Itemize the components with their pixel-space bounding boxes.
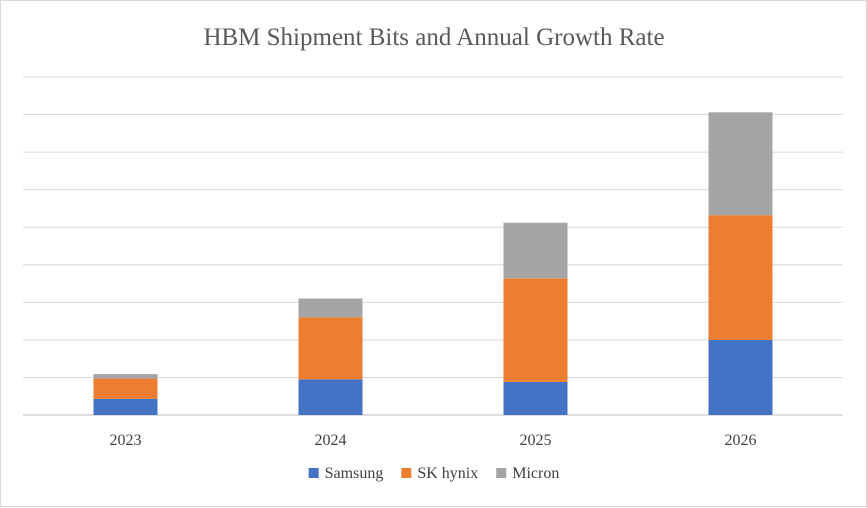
bar-micron-2025 — [503, 222, 568, 279]
legend-label-micron: Micron — [512, 465, 559, 482]
legend: Samsung SK hynix Micron — [308, 465, 559, 482]
bar-samsung-2023 — [93, 398, 158, 415]
bar-sk-hynix-2024 — [298, 317, 363, 380]
gridlines — [23, 76, 843, 416]
x-axis-tick-labels: 2023 2024 2025 2026 — [110, 432, 757, 449]
bar-micron-2024 — [298, 298, 363, 318]
bar-sk-hynix-2023 — [93, 378, 158, 399]
x-tick-label-2023: 2023 — [110, 432, 142, 449]
legend-label-sk-hynix: SK hynix — [417, 465, 478, 482]
legend-swatch-sk-hynix — [401, 468, 412, 478]
x-tick-label-2026: 2026 — [725, 432, 757, 449]
legend-swatch-samsung — [308, 468, 319, 478]
x-tick-label-2025: 2025 — [520, 432, 552, 449]
bar-sk-hynix-2025 — [503, 278, 568, 382]
bar-micron-2023 — [93, 374, 158, 379]
bar-micron-2026 — [708, 112, 773, 216]
bar-samsung-2024 — [298, 379, 363, 415]
chart-title: HBM Shipment Bits and Annual Growth Rate — [203, 24, 664, 51]
legend-label-samsung: Samsung — [325, 465, 384, 482]
bar-samsung-2026 — [708, 339, 773, 415]
legend-swatch-micron — [496, 468, 507, 478]
bar-sk-hynix-2026 — [708, 215, 773, 340]
bars — [93, 112, 773, 415]
x-tick-label-2024: 2024 — [315, 432, 347, 449]
bar-samsung-2025 — [503, 381, 568, 415]
